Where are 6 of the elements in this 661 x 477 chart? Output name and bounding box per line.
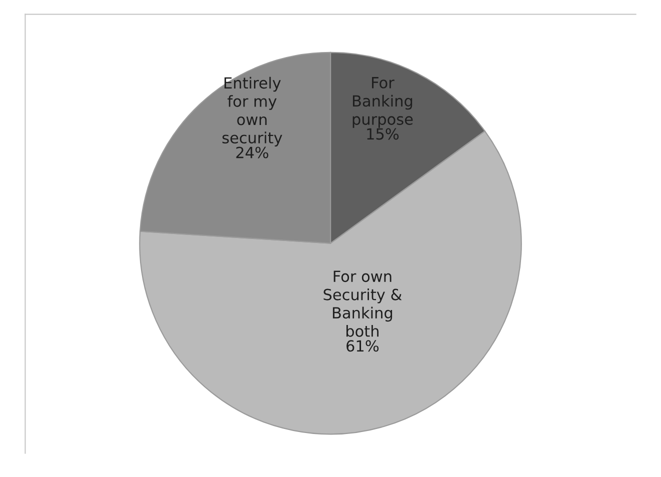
data-label: 61%	[346, 340, 379, 352]
slice-label: For own Security & Banking both	[324, 270, 402, 337]
data-label: 15%	[367, 128, 399, 140]
slice-label: For Banking purpose	[352, 77, 413, 128]
data-label: 24%	[236, 146, 268, 158]
slice-label: Entirely for my own security	[222, 76, 282, 146]
